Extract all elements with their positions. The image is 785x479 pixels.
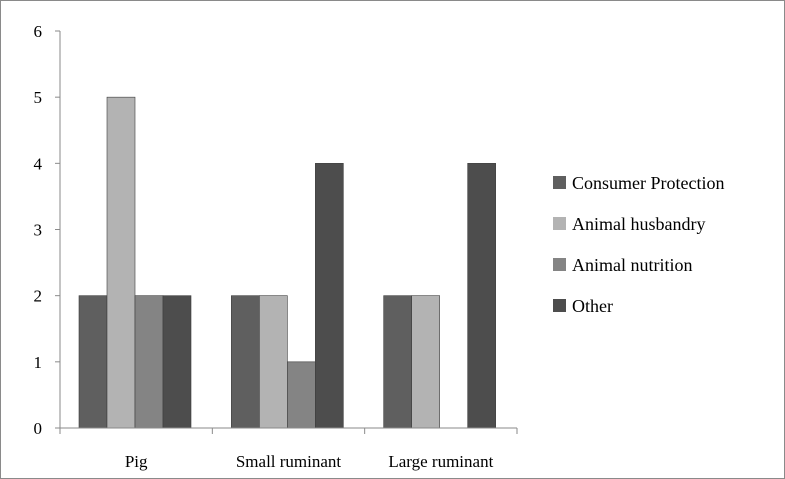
y-tick-label: 4 (34, 154, 43, 173)
legend-label: Other (572, 296, 613, 316)
y-tick-label: 0 (34, 419, 43, 438)
bar-consumer-protection-large-ruminant (383, 295, 412, 429)
legend-swatch (553, 299, 566, 312)
x-tick-label: Pig (125, 452, 148, 471)
legend-label: Animal husbandry (572, 214, 705, 234)
legend: Consumer Protection Animal husbandry Anima… (553, 173, 724, 316)
bars-layer (78, 96, 496, 429)
x-tick-label: Large ruminant (388, 452, 493, 471)
legend-swatch (553, 176, 566, 189)
legend-label: Consumer Protection (572, 173, 724, 193)
y-tick-label: 1 (34, 353, 43, 372)
axes-layer: 0 1 2 3 4 5 6 Pig Small ruminant Large ruminant (34, 22, 518, 471)
legend-label: Animal nutrition (572, 255, 693, 275)
legend-swatch (553, 217, 566, 230)
bar-animal-husbandry-large-ruminant (411, 295, 440, 429)
bar-consumer-protection-small-ruminant (231, 295, 260, 429)
y-tick-label: 3 (34, 221, 43, 240)
x-tick-label: Small ruminant (236, 452, 342, 471)
bar-consumer-protection-pig (78, 295, 108, 429)
bar-other-small-ruminant (315, 163, 344, 429)
y-tick-label: 6 (34, 22, 43, 41)
bar-animal-husbandry-small-ruminant (259, 295, 288, 429)
y-tick-label: 2 (34, 287, 43, 306)
bar-animal-nutrition-small-ruminant (287, 361, 316, 429)
bar-animal-nutrition-pig (134, 295, 164, 429)
bar-other-pig (162, 295, 192, 429)
legend-swatch (553, 258, 566, 271)
y-tick-label: 5 (34, 88, 43, 107)
bar-animal-husbandry-pig (106, 96, 136, 429)
bar-other-large-ruminant (467, 163, 496, 429)
